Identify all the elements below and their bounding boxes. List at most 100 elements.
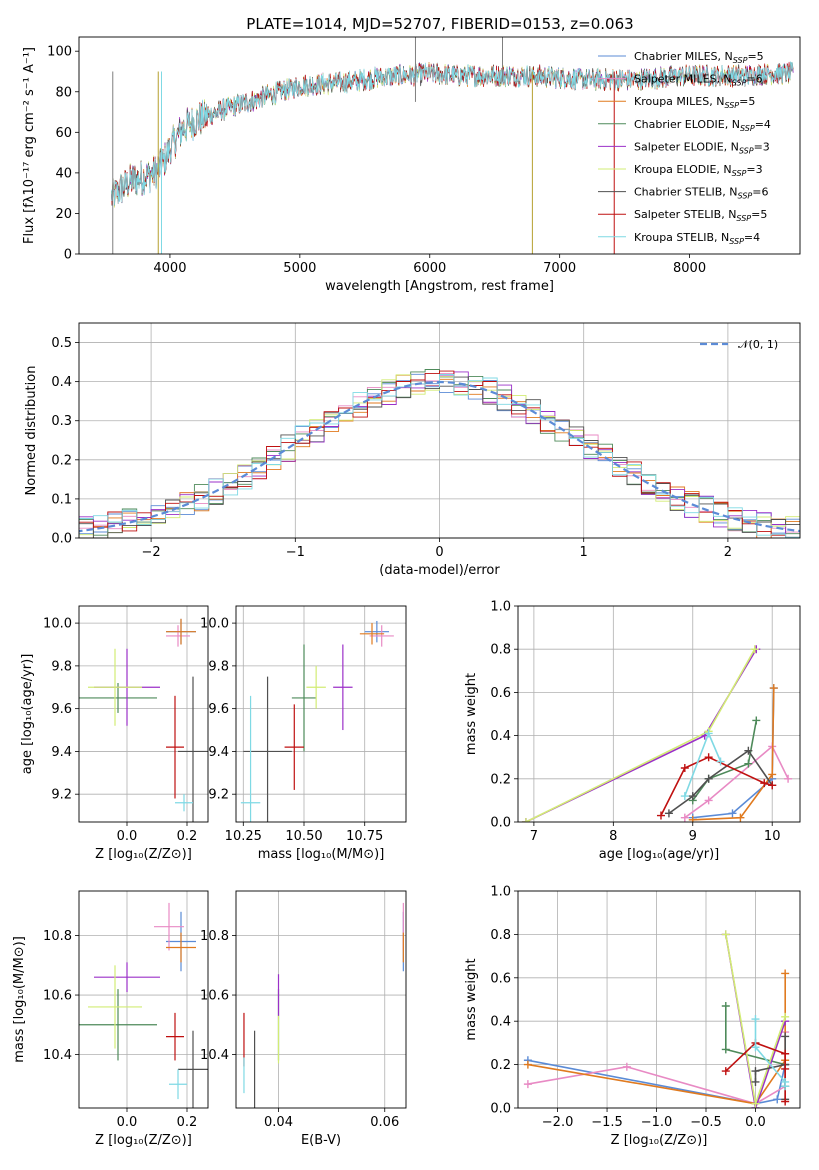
- x-axis-label: E(B-V): [301, 1133, 341, 1148]
- x-tick-label: 9: [689, 829, 697, 844]
- weight-line: [692, 688, 775, 819]
- x-axis-label: Z [log₁₀(Z/Z⊙)]: [611, 1133, 708, 1148]
- y-tick-label: 0.1: [51, 492, 72, 507]
- weight-marker: [750, 645, 759, 654]
- weight-marker: [704, 774, 713, 783]
- axes-frame: [235, 605, 407, 823]
- weight-marker: [751, 1099, 760, 1108]
- weight-marker: [769, 684, 778, 693]
- x-tick-label: 0.2: [177, 1115, 198, 1130]
- x-tick-label: 0.2: [177, 829, 198, 844]
- plot-area-spectrum: [111, 37, 794, 254]
- x-tick-label: 10.25: [225, 829, 262, 844]
- x-tick-label: −2.0: [542, 1115, 574, 1130]
- axes-residuals: −2 −1 0 1 2 0.0 0.1 0.2 0.3 0.4 0.5 (data-model)/er…: [24, 322, 801, 578]
- x-tick-label: 4000: [153, 261, 186, 276]
- y-tick-label: 10.4: [43, 1048, 72, 1063]
- weight-line: [692, 720, 758, 801]
- weight-line: [684, 745, 789, 819]
- weight-marker: [751, 1015, 760, 1024]
- axes-frame: [78, 605, 209, 823]
- x-tick-label: 10: [764, 829, 781, 844]
- weight-marker: [523, 1080, 532, 1089]
- weight-marker: [680, 792, 689, 801]
- y-tick-label: 10.4: [200, 1048, 229, 1063]
- y-tick-label: 1.0: [490, 600, 511, 615]
- y-tick-label: 9.6: [208, 702, 229, 717]
- x-tick-label: 0.0: [745, 1115, 766, 1130]
- residual-histogram: [79, 374, 800, 538]
- plot-area-weight_vs_age: [521, 645, 793, 822]
- x-tick-label: 0.0: [117, 829, 138, 844]
- weight-marker: [768, 781, 777, 790]
- weight-marker: [751, 1077, 760, 1086]
- axes-spectrum: 4000 5000 6000 7000 8000 0 20 40 60 80 100 waveleng…: [22, 36, 801, 294]
- y-axis-label: mass weight: [464, 958, 479, 1040]
- weight-line: [692, 688, 775, 821]
- weight-marker: [784, 774, 793, 783]
- legend-entry: Salpeter MILES, NSSP=6: [634, 73, 763, 88]
- x-tick-label: −2: [142, 545, 161, 560]
- weight-marker: [704, 729, 713, 738]
- weight-marker: [744, 746, 753, 755]
- y-tick-label: 10.8: [200, 929, 229, 944]
- axes-age_vs_mass: 10.25 10.50 10.75 9.2 9.4 9.6 9.8 10.0 mass [log…: [200, 605, 407, 862]
- plot-area-mass_vs_Z: [79, 902, 208, 1108]
- axes-frame: [78, 322, 801, 539]
- y-tick-label: 0.3: [51, 414, 72, 429]
- legend-entry: Kroupa ELODIE, NSSP=3: [634, 163, 763, 178]
- x-tick-label: 8000: [673, 261, 706, 276]
- weight-marker: [760, 779, 769, 788]
- plot-area-age_vs_mass: [240, 620, 394, 822]
- y-tick-label: 0.5: [51, 336, 72, 351]
- weight-marker: [716, 757, 725, 766]
- y-tick-label: 0.2: [490, 1058, 511, 1073]
- y-tick-label: 0.2: [490, 772, 511, 787]
- y-tick-label: 10.0: [43, 617, 72, 632]
- x-tick-label: 10.50: [285, 829, 322, 844]
- weight-marker: [781, 1082, 790, 1091]
- weight-marker: [781, 969, 790, 978]
- weight-marker: [523, 1060, 532, 1069]
- legend-entry: Salpeter ELODIE, NSSP=3: [634, 140, 770, 155]
- x-tick-label: 5000: [283, 261, 316, 276]
- weight-marker: [680, 813, 689, 822]
- legend-entry: Kroupa STELIB, NSSP=4: [634, 231, 760, 246]
- axes-frame: [78, 890, 209, 1109]
- y-tick-label: 20: [55, 207, 72, 222]
- weight-marker: [781, 1032, 790, 1041]
- weight-marker: [744, 759, 753, 768]
- y-tick-label: 10.6: [200, 989, 229, 1004]
- weight-marker: [751, 1067, 760, 1076]
- x-axis-label: (data-model)/error: [379, 563, 500, 578]
- y-tick-label: 0: [64, 248, 72, 263]
- weight-marker: [728, 809, 737, 818]
- axes-mass_vs_ebv: 0.04 0.06 10.4 10.6 10.8 E(B-V): [200, 890, 407, 1148]
- y-tick-label: 9.2: [51, 788, 72, 803]
- y-tick-label: 1.0: [490, 885, 511, 900]
- weight-marker: [704, 796, 713, 805]
- axes-frame: [78, 36, 801, 255]
- x-tick-label: 0.04: [264, 1115, 293, 1130]
- weight-marker: [752, 716, 761, 725]
- x-tick-label: −1.5: [591, 1115, 623, 1130]
- weight-marker: [781, 1064, 790, 1073]
- x-axis-label: Z [log₁₀(Z/Z⊙)]: [95, 847, 192, 862]
- axes-frame: [517, 605, 801, 823]
- spectrum-line-kroupa-stelib: [111, 61, 794, 206]
- x-tick-label: 8: [609, 829, 617, 844]
- y-axis-label: mass weight: [464, 673, 479, 755]
- x-tick-label: 2: [724, 545, 732, 560]
- x-tick-label: 10.75: [346, 829, 383, 844]
- weight-marker: [736, 813, 745, 822]
- weight-marker: [680, 764, 689, 772]
- spectrum-legend: Chabrier MILES, NSSP=5 Salpeter MILES, NS…: [598, 50, 771, 246]
- y-tick-label: 0.8: [490, 928, 511, 943]
- plot-area-residuals: [79, 369, 800, 538]
- weight-marker: [721, 1045, 730, 1054]
- weight-marker: [721, 930, 730, 939]
- axes-mass_vs_Z: 0.0 0.2 10.4 10.6 10.8 Z [log₁₀(Z/Z⊙)] mass [l…: [12, 890, 209, 1148]
- y-axis-label: age [log₁₀(age/yr)]: [20, 654, 35, 775]
- y-tick-label: 100: [47, 45, 72, 60]
